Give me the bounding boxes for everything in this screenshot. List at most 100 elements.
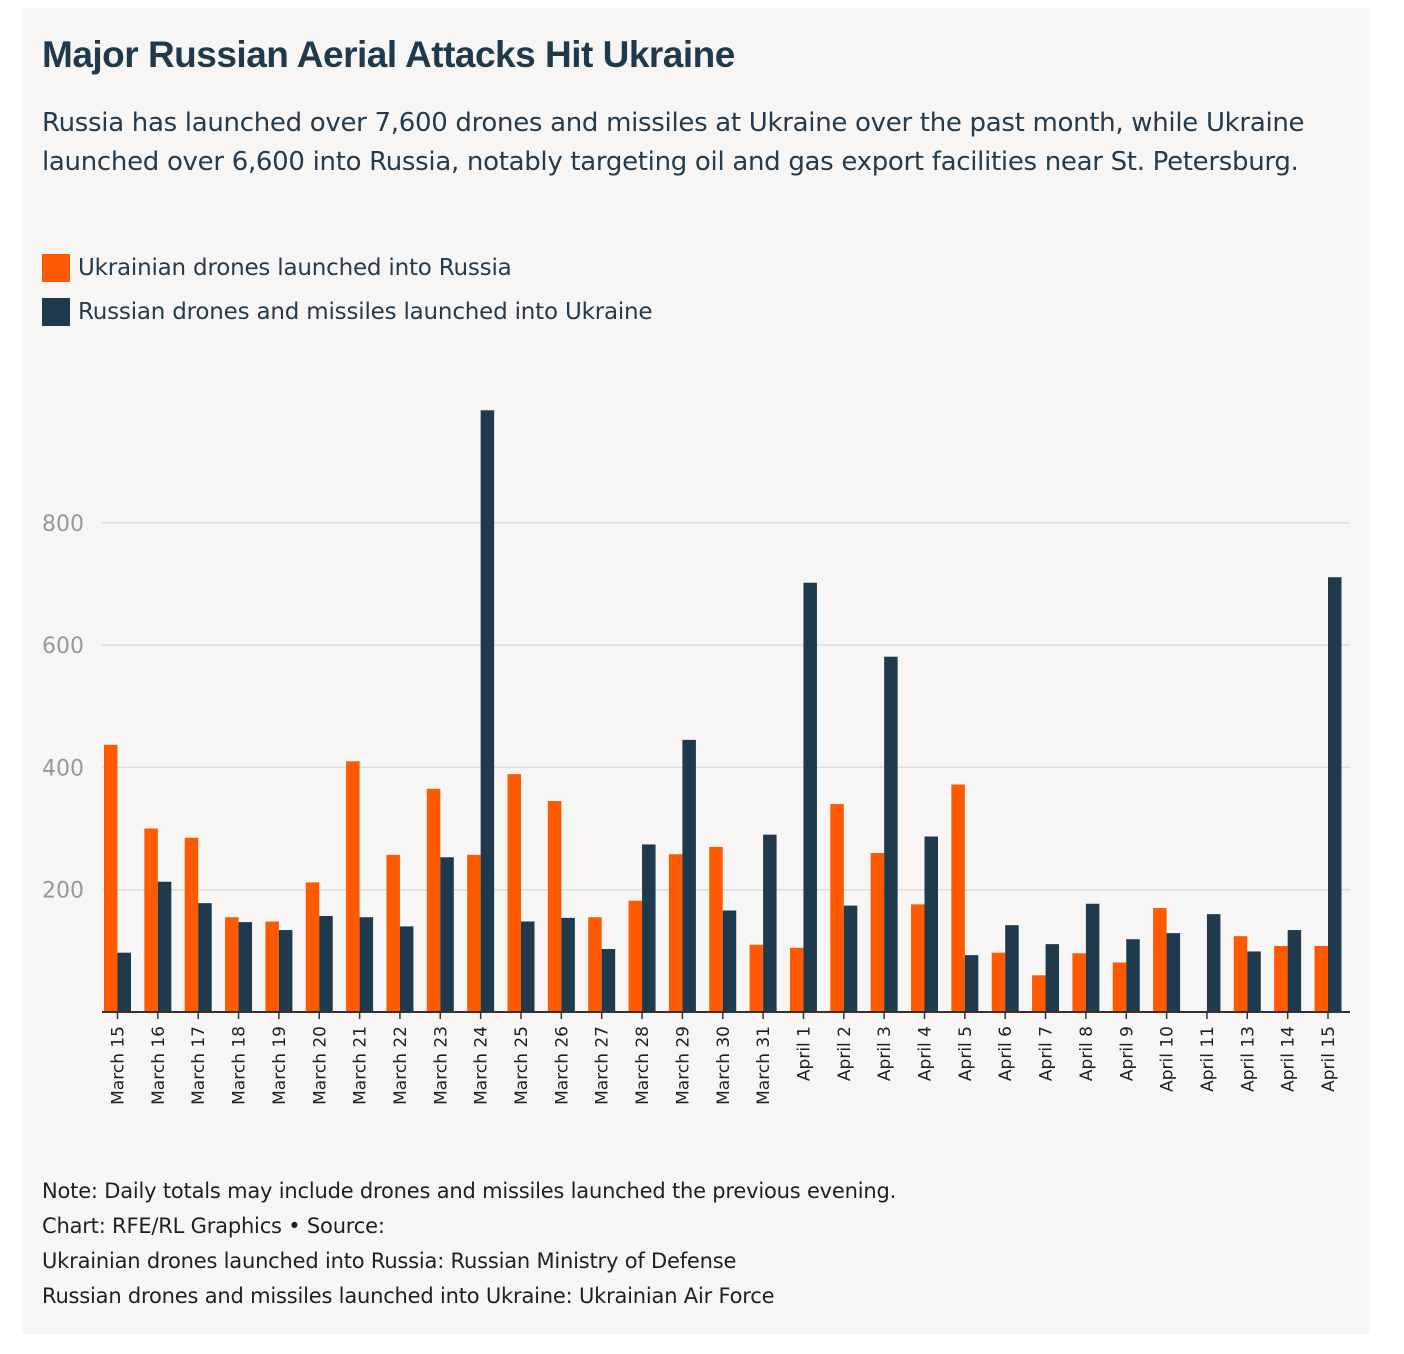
bar-ukrainian-13 — [588, 917, 602, 1012]
bar-ukrainian-25 — [1072, 953, 1086, 1012]
x-tick-label-3: March 17 — [189, 1026, 209, 1105]
bar-ukrainian-17 — [749, 944, 764, 1012]
bar-ukrainian-15 — [668, 854, 683, 1012]
x-tick-label-5: March 19 — [270, 1026, 290, 1105]
footer-credit: Chart: RFE/RL Graphics • Source: — [42, 1214, 385, 1238]
x-tick-label-22: April 5 — [956, 1026, 976, 1081]
bar-russian-23 — [1005, 925, 1019, 1012]
legend: Ukrainian drones launched into Russia Ru… — [42, 246, 653, 334]
x-tick-label-12: March 26 — [552, 1026, 572, 1105]
legend-item-ukrainian: Ukrainian drones launched into Russia — [42, 246, 652, 290]
x-tick-label-29: April 13 — [1238, 1026, 1258, 1092]
y-tick-label-800: 800 — [42, 512, 84, 537]
bar-russian-19 — [843, 905, 858, 1012]
x-tick-label-25: April 8 — [1077, 1026, 1097, 1081]
x-tick-label-24: April 7 — [1037, 1026, 1057, 1081]
bar-russian-5 — [278, 930, 293, 1012]
x-tick-label-26: April 9 — [1117, 1026, 1137, 1081]
bar-russian-3 — [198, 903, 212, 1012]
bar-russian-18 — [803, 582, 817, 1012]
bar-russian-7 — [359, 917, 374, 1012]
x-tick-label-30: April 14 — [1279, 1026, 1299, 1092]
bar-ukrainian-21 — [911, 904, 925, 1012]
bar-ukrainian-4 — [225, 917, 239, 1012]
y-tick-label-600: 600 — [42, 634, 84, 659]
y-tick-label-400: 400 — [42, 756, 84, 781]
x-tick-label-10: March 24 — [472, 1026, 492, 1105]
bar-ukrainian-20 — [870, 853, 885, 1012]
x-tick-label-20: April 3 — [875, 1026, 895, 1081]
bar-ukrainian-22 — [951, 784, 965, 1012]
bar-ukrainian-11 — [507, 774, 521, 1012]
bar-ukrainian-31 — [1314, 945, 1328, 1012]
x-tick-label-17: March 31 — [754, 1026, 774, 1105]
bar-russian-30 — [1287, 930, 1302, 1012]
bar-ukrainian-27 — [1153, 908, 1167, 1012]
bar-russian-20 — [884, 656, 898, 1012]
chart-subtitle: Russia has launched over 7,600 drones an… — [42, 108, 1305, 177]
bar-ukrainian-3 — [184, 837, 199, 1012]
chart-title: Major Russian Aerial Attacks Hit Ukraine — [42, 34, 735, 75]
bar-russian-17 — [763, 834, 777, 1012]
bar-russian-26 — [1126, 939, 1140, 1012]
bar-russian-8 — [399, 926, 414, 1012]
x-tick-label-4: March 18 — [230, 1026, 250, 1105]
bar-ukrainian-8 — [386, 854, 400, 1012]
x-tick-label-8: March 22 — [391, 1026, 411, 1105]
bar-chart: 200 400 600 800 March 15 March 16 March 17 Marc… — [42, 410, 1350, 1105]
bar-russian-24 — [1045, 944, 1060, 1012]
bar-ukrainian-16 — [709, 846, 723, 1012]
bar-russian-1 — [117, 952, 131, 1012]
bar-russian-15 — [682, 739, 696, 1012]
bar-russian-22 — [964, 955, 979, 1012]
x-tick-label-16: March 30 — [714, 1026, 734, 1105]
bar-ukrainian-6 — [305, 882, 320, 1012]
bar-ukrainian-9 — [426, 788, 441, 1012]
x-tick-label-11: March 25 — [512, 1026, 532, 1105]
bar-ukrainian-12 — [547, 801, 562, 1012]
x-tick-label-6: March 20 — [310, 1026, 330, 1105]
bar-russian-9 — [440, 857, 454, 1012]
x-tick-label-31: April 15 — [1319, 1026, 1339, 1092]
x-tick-label-9: March 23 — [431, 1026, 451, 1105]
x-tick-label-7: March 21 — [351, 1026, 371, 1105]
bar-ukrainian-7 — [346, 761, 360, 1012]
bar-russian-31 — [1328, 577, 1342, 1012]
bar-russian-12 — [561, 917, 575, 1012]
x-tick-label-13: March 27 — [593, 1026, 613, 1105]
x-tick-label-19: April 2 — [835, 1026, 855, 1081]
x-tick-label-18: April 1 — [794, 1026, 814, 1081]
bar-russian-4 — [238, 922, 253, 1012]
legend-label-russian: Russian drones and missiles launched int… — [78, 299, 653, 325]
bar-russian-21 — [924, 836, 938, 1012]
bar-russian-6 — [319, 915, 333, 1012]
legend-swatch-russian — [42, 298, 70, 326]
bar-russian-28 — [1206, 914, 1221, 1012]
legend-item-russian: Russian drones and missiles launched int… — [42, 290, 653, 334]
footer: Note: Daily totals may include drones an… — [42, 1174, 1342, 1314]
legend-label-ukrainian: Ukrainian drones launched into Russia — [78, 255, 512, 281]
bar-russian-16 — [722, 910, 737, 1012]
bar-ukrainian-26 — [1112, 962, 1127, 1012]
y-tick-label-200: 200 — [42, 879, 84, 904]
footer-note: Note: Daily totals may include drones an… — [42, 1179, 897, 1203]
bar-russian-25 — [1085, 903, 1100, 1012]
bar-ukrainian-23 — [991, 952, 1006, 1012]
bar-ukrainian-18 — [789, 947, 804, 1012]
bar-russian-2 — [157, 881, 172, 1012]
bar-ukrainian-1 — [104, 744, 118, 1012]
legend-swatch-ukrainian — [42, 254, 70, 282]
bar-ukrainian-30 — [1274, 945, 1288, 1012]
x-tick-label-21: April 4 — [916, 1026, 936, 1081]
bar-ukrainian-19 — [830, 804, 844, 1012]
bar-russian-27 — [1166, 933, 1181, 1012]
bar-russian-10 — [480, 410, 495, 1012]
x-tick-label-1: March 15 — [109, 1026, 129, 1105]
bar-ukrainian-24 — [1032, 975, 1046, 1012]
x-tick-label-28: April 11 — [1198, 1026, 1218, 1092]
x-tick-label-23: April 6 — [996, 1026, 1016, 1081]
x-tick-label-14: March 28 — [633, 1026, 653, 1105]
bar-russian-13 — [601, 949, 616, 1012]
bar-ukrainian-14 — [628, 900, 643, 1012]
bar-ukrainian-2 — [144, 828, 158, 1012]
